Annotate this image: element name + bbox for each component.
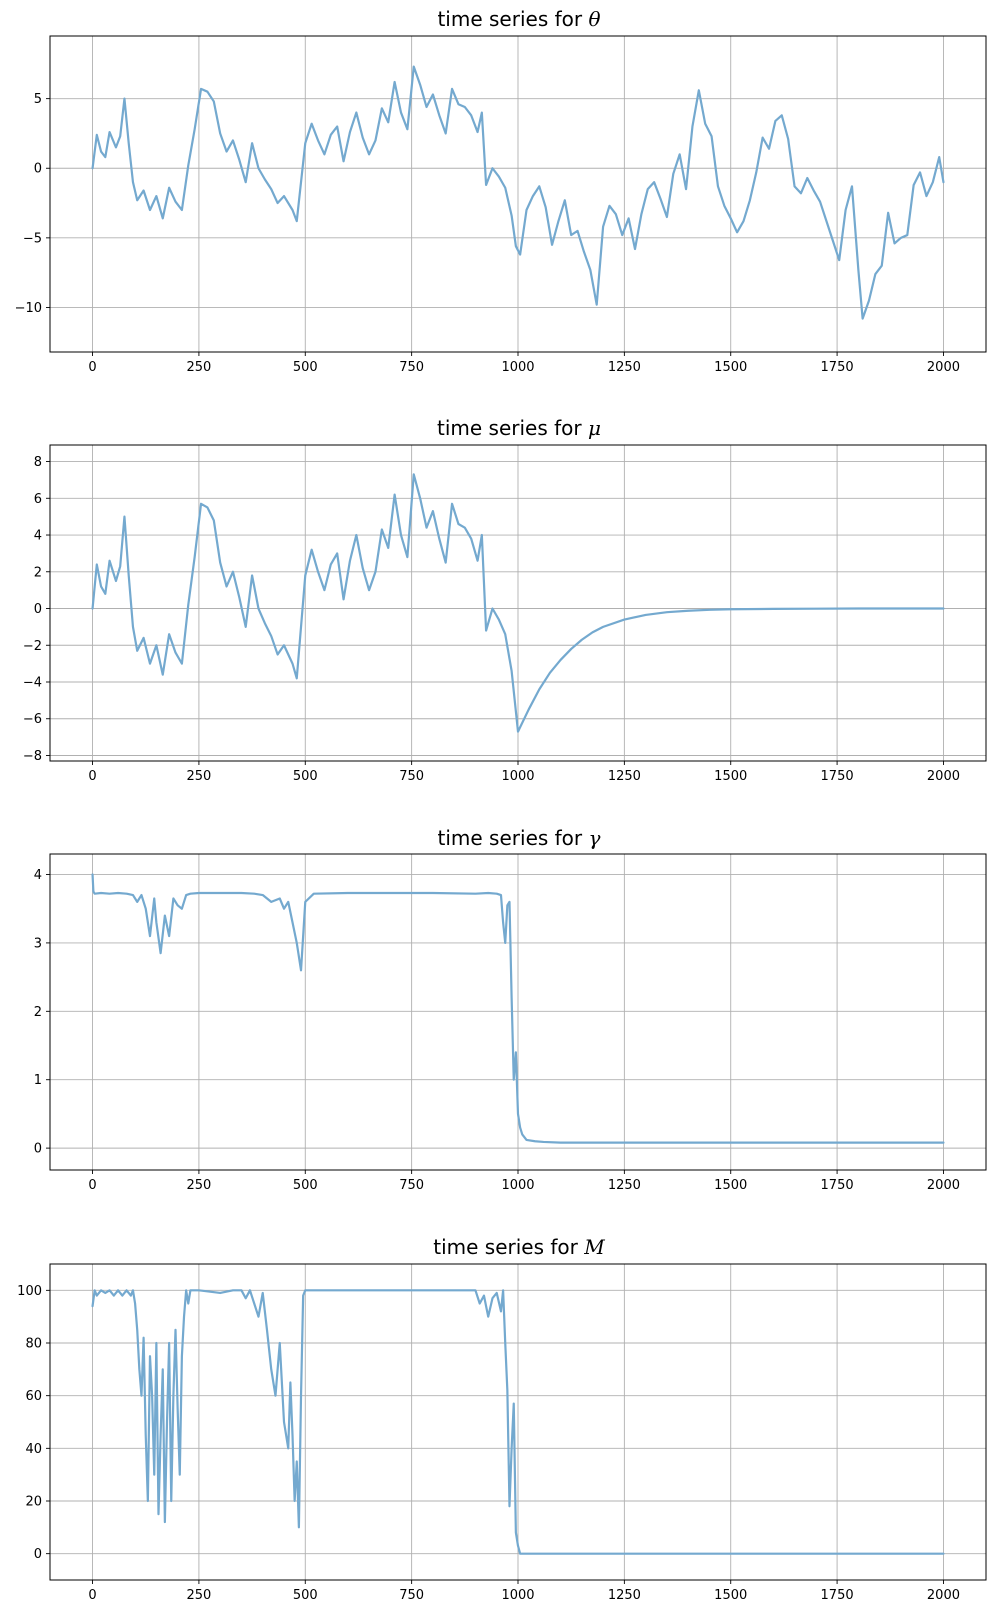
subplot-gamma: time series for γ 0 250 500 750 1000 1250 1500…	[34, 826, 987, 1193]
y-tick-label: 60	[25, 1389, 42, 1404]
grid-M	[50, 1264, 986, 1580]
x-tick-label: 250	[186, 360, 211, 375]
y-tick-label: −4	[23, 676, 42, 691]
y-tick-label: −5	[23, 231, 42, 246]
x-tick-label: 750	[399, 769, 424, 784]
x-tick-label: 500	[293, 769, 318, 784]
y-tick-label: 0	[34, 602, 42, 617]
y-tick-label: 100	[17, 1284, 42, 1299]
chart-title-theta: time series for θ	[437, 7, 600, 31]
subplot-mu: time series for μ 0 250 500 750 1000 1250 1500…	[23, 416, 987, 784]
y-tick-label: −2	[23, 639, 42, 654]
x-tick-label: 2000	[927, 769, 960, 784]
x-tick-label: 1500	[714, 1588, 747, 1603]
x-tick-label: 1000	[501, 769, 534, 784]
series-line-theta	[91, 65, 945, 320]
y-tick-label: 4	[34, 868, 42, 883]
y-tick-label: −8	[23, 749, 42, 764]
x-tick-label: 1500	[714, 769, 747, 784]
y-tick-label: 4	[34, 529, 42, 544]
x-tick-label: 1500	[714, 1178, 747, 1193]
x-tick-label: 500	[293, 1588, 318, 1603]
x-tick-label: 750	[399, 1588, 424, 1603]
chart-title-gamma: time series for γ	[438, 826, 601, 850]
series-line-mu	[91, 473, 945, 733]
x-tick-label: 1250	[608, 1178, 641, 1193]
x-tick-label: 250	[186, 769, 211, 784]
x-tick-label: 2000	[927, 1178, 960, 1193]
series-line-M	[91, 1289, 945, 1555]
x-tick-label: 1750	[821, 1588, 854, 1603]
x-tick-label: 0	[88, 769, 96, 784]
x-tick-label: 1000	[501, 1178, 534, 1193]
x-tick-label: 1750	[821, 360, 854, 375]
x-tick-label: 1000	[501, 1588, 534, 1603]
y-tick-label: 80	[25, 1337, 42, 1352]
y-tick-label: 0	[34, 1547, 42, 1562]
x-tick-label: 1250	[608, 769, 641, 784]
x-tick-label: 2000	[927, 360, 960, 375]
y-tick-label: 40	[25, 1442, 42, 1457]
x-tick-label: 2000	[927, 1588, 960, 1603]
y-tick-label: 8	[34, 455, 42, 470]
subplot-M: time series for M 0 250 500 750 1000 1250 1500…	[17, 1235, 987, 1603]
y-tick-label: −10	[15, 301, 42, 316]
x-tick-label: 250	[186, 1178, 211, 1193]
y-tick-label: 6	[34, 492, 42, 507]
x-tick-label: 1250	[608, 360, 641, 375]
y-tick-label: 2	[34, 1005, 42, 1020]
x-tick-label: 1000	[501, 360, 534, 375]
y-tick-label: 0	[34, 162, 42, 177]
y-tick-label: 5	[34, 92, 42, 107]
x-tick-label: 500	[293, 360, 318, 375]
grid-gamma	[50, 854, 986, 1170]
x-tick-label: 250	[186, 1588, 211, 1603]
x-tick-label: 1750	[821, 769, 854, 784]
x-tick-label: 750	[399, 360, 424, 375]
x-tick-label: 500	[293, 1178, 318, 1193]
series-line-gamma	[91, 873, 945, 1144]
y-tick-label: 1	[34, 1073, 42, 1088]
subplot-theta: time series for θ 0 250 500 750 1000 1250 1500…	[15, 7, 987, 375]
grid-theta	[50, 36, 986, 352]
x-tick-label: 1500	[714, 360, 747, 375]
x-tick-label: 0	[88, 1178, 96, 1193]
x-tick-label: 0	[88, 360, 96, 375]
chart-title-mu: time series for μ	[437, 416, 601, 440]
y-tick-label: −6	[23, 712, 42, 727]
y-tick-label: 2	[34, 565, 42, 580]
x-tick-label: 750	[399, 1178, 424, 1193]
chart-title-M: time series for M	[433, 1235, 605, 1259]
x-tick-label: 0	[88, 1588, 96, 1603]
x-tick-label: 1750	[821, 1178, 854, 1193]
y-tick-label: 0	[34, 1142, 42, 1157]
y-tick-label: 20	[25, 1495, 42, 1510]
y-tick-label: 3	[34, 936, 42, 951]
x-tick-label: 1250	[608, 1588, 641, 1603]
